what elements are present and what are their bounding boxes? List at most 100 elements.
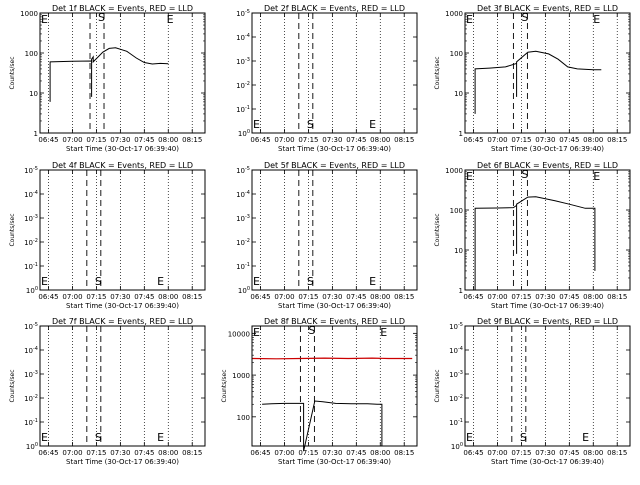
x-tick-label: 08:15 xyxy=(182,449,202,457)
marker-e: E xyxy=(41,431,48,444)
marker-e: E xyxy=(369,118,376,131)
y-tick-label: 10000 xyxy=(228,330,250,338)
x-tick-label: 06:45 xyxy=(463,293,483,301)
x-tick-label: 07:45 xyxy=(346,293,366,301)
panel-det-5: Det 5f BLACK = Events, RED = LLD 100 10-1 1… xyxy=(236,161,418,310)
x-tick-label: 07:30 xyxy=(322,293,342,301)
y-tick-label: 10-3 xyxy=(24,370,38,379)
x-tick-label: 07:30 xyxy=(322,136,342,144)
x-tick-label: 08:00 xyxy=(370,136,390,144)
x-tick-label: 07:00 xyxy=(274,449,294,457)
y-axis-title: Counts/sec xyxy=(434,369,441,402)
marker-e: E xyxy=(369,275,376,288)
series-line-1 xyxy=(262,400,383,452)
marker-e: E xyxy=(41,13,48,26)
x-tick-label: 07:45 xyxy=(559,136,579,144)
y-axis-title: Counts/sec xyxy=(9,369,16,402)
x-axis-title: Start Time (30-Oct-17 06:39:40) xyxy=(66,458,179,466)
plot-frame xyxy=(251,12,418,134)
marker-e: E xyxy=(466,170,473,183)
x-tick-label: 07:45 xyxy=(346,449,366,457)
x-tick-label: 07:30 xyxy=(322,449,342,457)
x-tick-label: 07:30 xyxy=(110,293,130,301)
x-axis-title: Start Time (30-Oct-17 06:39:40) xyxy=(491,145,604,153)
panel-title: Det 6f BLACK = Events, RED = LLD xyxy=(477,161,618,170)
y-tick-label: 10-2 xyxy=(24,394,38,403)
series-line-1 xyxy=(474,50,602,114)
x-axis-title: Start Time (30-Oct-17 06:39:40) xyxy=(491,458,604,466)
series-line-1 xyxy=(474,196,596,290)
series-line-1 xyxy=(49,47,169,102)
y-tick-label: 10 xyxy=(29,90,38,98)
x-tick-label: 06:45 xyxy=(38,449,58,457)
y-tick-label: 10 xyxy=(454,247,463,255)
marker-s: S xyxy=(95,431,102,444)
y-axis-title: Counts/sec xyxy=(434,56,441,89)
x-tick-label: 08:00 xyxy=(370,449,390,457)
x-tick-label: 07:00 xyxy=(62,136,82,144)
x-tick-label: 07:30 xyxy=(110,136,130,144)
plot-frame xyxy=(464,325,631,447)
x-tick-label: 07:15 xyxy=(86,293,106,301)
x-tick-label: 06:45 xyxy=(463,136,483,144)
panel-det-2: Det 2f BLACK = Events, RED = LLD 100 10-1 1… xyxy=(236,4,418,153)
x-tick-label: 06:45 xyxy=(38,136,58,144)
x-tick-label: 07:15 xyxy=(511,449,531,457)
x-tick-label: 08:15 xyxy=(182,136,202,144)
marker-s: S xyxy=(521,168,528,181)
y-tick-label: 1 xyxy=(459,130,463,138)
x-tick-label: 07:00 xyxy=(274,293,294,301)
x-axis-title: Start Time (30-Oct-17 06:39:40) xyxy=(66,302,179,310)
x-tick-label: 07:30 xyxy=(110,449,130,457)
y-tick-label: 10-4 xyxy=(449,346,463,355)
x-tick-label: 07:15 xyxy=(511,293,531,301)
y-axis-title: Counts/sec xyxy=(434,213,441,246)
y-tick-label: 10-5 xyxy=(449,322,463,331)
y-tick-label: 10-4 xyxy=(236,33,250,42)
x-tick-label: 06:45 xyxy=(250,293,270,301)
marker-s: S xyxy=(95,275,102,288)
y-tick-label: 1000 xyxy=(20,10,38,18)
y-tick-label: 10-2 xyxy=(236,81,250,90)
y-tick-label: 10-1 xyxy=(449,418,463,427)
x-axis-title: Start Time (30-Oct-17 06:39:40) xyxy=(278,145,391,153)
marker-e: E xyxy=(466,13,473,26)
plot-frame xyxy=(251,325,418,447)
plot-frame xyxy=(464,12,631,134)
x-tick-label: 08:00 xyxy=(158,293,178,301)
x-tick-label: 07:45 xyxy=(559,449,579,457)
marker-s: S xyxy=(308,324,315,337)
y-tick-label: 100 xyxy=(238,286,250,295)
marker-e: E xyxy=(167,13,174,26)
y-tick-label: 10-3 xyxy=(449,370,463,379)
panel-title: Det 2f BLACK = Events, RED = LLD xyxy=(264,4,405,13)
x-tick-label: 07:00 xyxy=(62,293,82,301)
y-tick-label: 10-3 xyxy=(236,214,250,223)
marker-e: E xyxy=(593,170,600,183)
x-tick-label: 08:00 xyxy=(158,449,178,457)
x-tick-label: 07:00 xyxy=(487,449,507,457)
marker-e: E xyxy=(593,13,600,26)
x-tick-label: 07:00 xyxy=(487,136,507,144)
x-tick-label: 08:00 xyxy=(583,293,603,301)
marker-s: S xyxy=(307,118,314,131)
x-tick-label: 07:00 xyxy=(487,293,507,301)
y-tick-label: 10-3 xyxy=(236,57,250,66)
panel-det-6: Det 6f BLACK = Events, RED = LLD 1 10 100 10… xyxy=(434,161,631,310)
x-tick-label: 08:00 xyxy=(583,449,603,457)
x-tick-label: 08:15 xyxy=(182,293,202,301)
marker-e: E xyxy=(466,431,473,444)
panel-title: Det 9f BLACK = Events, RED = LLD xyxy=(477,317,618,326)
y-axis-title: Counts/sec xyxy=(221,369,228,402)
y-tick-label: 1 xyxy=(34,130,38,138)
plot-frame xyxy=(39,325,206,447)
y-tick-label: 10-5 xyxy=(24,166,38,175)
y-axis-title: Counts/sec xyxy=(9,213,16,246)
panel-title: Det 5f BLACK = Events, RED = LLD xyxy=(264,161,405,170)
y-tick-label: 100 xyxy=(26,442,38,451)
x-axis-title: Start Time (30-Oct-17 06:39:40) xyxy=(278,458,391,466)
y-tick-label: 10-4 xyxy=(236,190,250,199)
x-tick-label: 07:15 xyxy=(511,136,531,144)
panel-det-4: Det 4f BLACK = Events, RED = LLD 100 10-1 1… xyxy=(9,161,206,310)
x-tick-label: 08:00 xyxy=(370,293,390,301)
